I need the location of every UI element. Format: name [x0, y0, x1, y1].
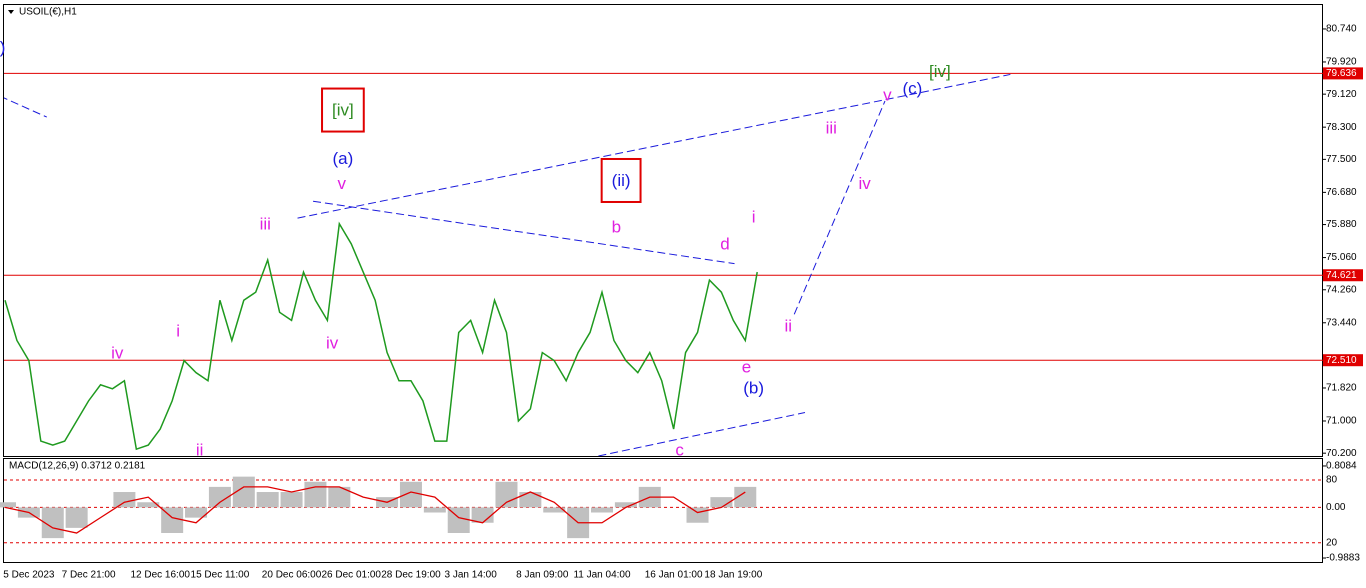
- y-tick-label: 70.200: [1326, 448, 1357, 459]
- x-tick-label: 26 Dec 01:00: [322, 570, 382, 581]
- y-tick-label: 0.8084: [1326, 461, 1357, 472]
- wave-label: v: [883, 86, 892, 105]
- symbol-label: USOIL(€),H1: [19, 7, 77, 18]
- y-tick-label: 74.260: [1326, 284, 1357, 295]
- macd-bar: [232, 476, 255, 508]
- y-tick-label: -0.9883: [1326, 553, 1360, 564]
- macd-bar: [734, 486, 757, 508]
- x-tick-label: 12 Dec 16:00: [130, 570, 190, 581]
- macd-bar: [447, 507, 470, 534]
- level-label: 74.621: [1326, 270, 1357, 281]
- x-tick-label: 18 Jan 19:00: [704, 570, 762, 581]
- y-tick-label: 20: [1326, 537, 1338, 548]
- y-tick-label: 75.060: [1326, 252, 1357, 263]
- x-tick-label: 3 Jan 14:00: [445, 570, 498, 581]
- macd-bar: [543, 507, 566, 513]
- wave-label: b: [612, 218, 621, 237]
- wave-label: (a): [333, 149, 354, 168]
- wave-label: [iv]: [332, 101, 354, 120]
- macd-bar: [208, 486, 231, 508]
- macd-bar: [591, 507, 613, 513]
- macd-bar: [328, 486, 351, 508]
- macd-bar: [185, 507, 208, 518]
- x-tick-label: 7 Dec 21:00: [62, 570, 116, 581]
- wave-label: ii: [196, 441, 204, 460]
- y-tick-label: 71.000: [1326, 416, 1357, 427]
- macd-bar: [65, 507, 88, 528]
- macd-bar: [304, 481, 327, 508]
- macd-bar: [41, 507, 64, 539]
- y-tick-label: 73.440: [1326, 317, 1357, 328]
- wave-label: d: [720, 235, 729, 254]
- wave-label: (b): [743, 378, 764, 397]
- wave-label: iii: [826, 118, 837, 137]
- macd-pane: [3, 458, 1323, 563]
- x-tick-label: 20 Dec 06:00: [262, 570, 322, 581]
- wave-label: [iv]: [929, 62, 951, 81]
- macd-bar: [495, 481, 518, 508]
- macd-bar: [0, 502, 16, 508]
- y-tick-label: 79.920: [1326, 57, 1357, 68]
- wave-label: ii: [784, 317, 792, 336]
- wave-box: [321, 87, 365, 133]
- wave-label: iii: [260, 214, 271, 233]
- macd-bar: [113, 492, 136, 508]
- price-pane: [3, 4, 1323, 457]
- y-tick-label: 79.120: [1326, 89, 1357, 100]
- trendline: [4, 97, 47, 118]
- y-tick-label: 78.300: [1326, 122, 1357, 133]
- level-label: 72.510: [1326, 355, 1357, 366]
- wave-label: (c): [903, 79, 923, 98]
- x-tick-label: 5 Dec 2023: [3, 570, 55, 581]
- y-tick-label: 80.740: [1326, 24, 1357, 35]
- wave-label: ): [0, 38, 5, 57]
- wave-label: iv: [859, 174, 872, 193]
- macd-bar: [280, 492, 303, 508]
- macd-title: MACD(12,26,9) 0.3712 0.2181: [9, 461, 146, 472]
- y-tick-label: 0.00: [1326, 502, 1346, 513]
- level-label-bg: [1323, 354, 1363, 367]
- level-label-bg: [1323, 269, 1363, 282]
- wave-label: (ii): [612, 171, 631, 190]
- y-tick-label: 75.880: [1326, 219, 1357, 230]
- wave-label: c: [675, 441, 684, 460]
- y-tick-label: 71.820: [1326, 383, 1357, 394]
- macd-bar: [519, 492, 542, 508]
- trendline: [793, 100, 886, 315]
- menu-triangle[interactable]: [8, 10, 14, 14]
- x-tick-label: 28 Dec 19:00: [381, 570, 441, 581]
- wave-label: e: [742, 357, 751, 376]
- macd-bar: [423, 507, 446, 513]
- trendline: [312, 200, 735, 265]
- wave-label: iv: [326, 334, 339, 353]
- macd-bar: [614, 502, 637, 508]
- y-tick-label: 76.680: [1326, 187, 1357, 198]
- macd-bar: [710, 497, 733, 508]
- price-line: [4, 221, 758, 451]
- x-tick-label: 11 Jan 04:00: [573, 570, 631, 581]
- x-tick-label: 8 Jan 09:00: [516, 570, 569, 581]
- y-tick-label: 77.500: [1326, 154, 1357, 165]
- trendline: [297, 73, 1011, 219]
- level-label-bg: [1323, 67, 1363, 80]
- wave-label: i: [176, 322, 180, 341]
- macd-bar: [137, 502, 160, 508]
- macd-bar: [161, 507, 184, 534]
- wave-label: v: [337, 174, 346, 193]
- macd-bar: [471, 507, 494, 523]
- x-tick-label: 16 Jan 01:00: [645, 570, 703, 581]
- wave-label: i: [752, 208, 756, 227]
- macd-bar: [399, 481, 422, 508]
- trendline: [598, 412, 806, 456]
- level-label: 79.636: [1326, 68, 1357, 79]
- macd-bar: [256, 492, 279, 508]
- signal-line: [4, 486, 746, 534]
- wave-box: [600, 157, 642, 203]
- x-tick-label: 15 Dec 11:00: [191, 570, 250, 581]
- macd-bar: [686, 507, 709, 523]
- y-tick-label: 80: [1326, 475, 1338, 486]
- wave-label: iv: [111, 343, 124, 362]
